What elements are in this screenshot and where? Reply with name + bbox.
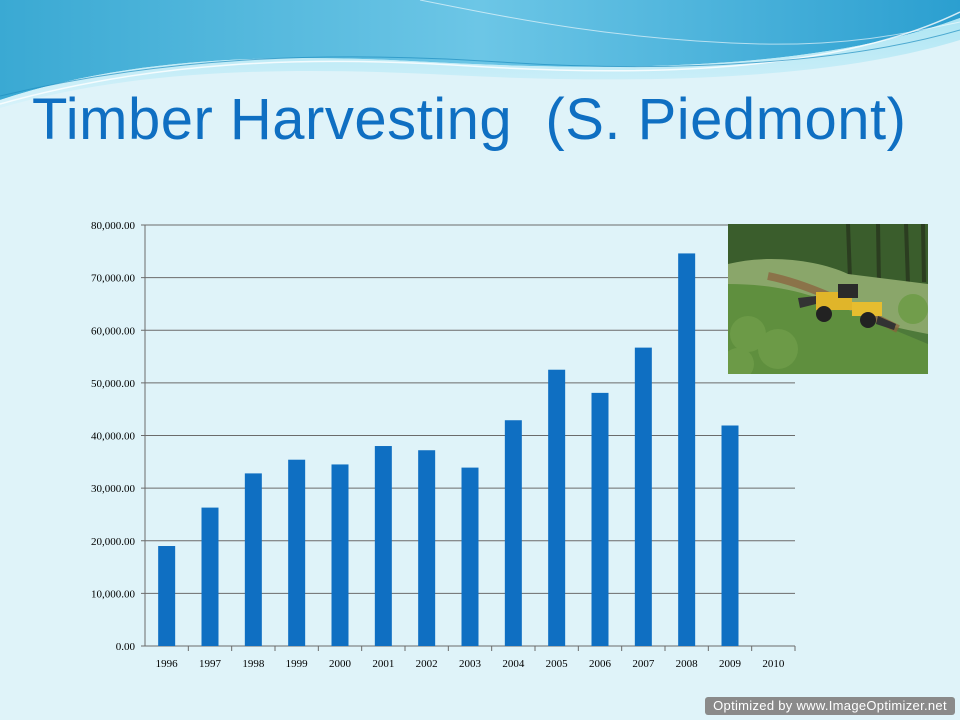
y-tick-label: 20,000.00 — [91, 536, 136, 548]
bar-1996 — [158, 546, 176, 646]
x-tick-label: 2001 — [372, 658, 394, 670]
x-tick-label: 1998 — [242, 658, 265, 670]
x-tick-label: 2002 — [416, 658, 438, 670]
y-tick-label: 40,000.00 — [91, 431, 136, 443]
bar-2003 — [461, 467, 479, 646]
y-tick-label: 50,000.00 — [91, 378, 136, 390]
bar-1997 — [201, 507, 219, 646]
bar-1999 — [288, 459, 306, 646]
x-tick-label: 1996 — [156, 658, 179, 670]
y-tick-label: 70,000.00 — [91, 273, 136, 285]
bar-2000 — [331, 464, 349, 646]
slide-title: Timber Harvesting (S. Piedmont) — [32, 87, 907, 152]
watermark: Optimized by www.ImageOptimizer.net — [705, 697, 955, 715]
y-tick-label: 60,000.00 — [91, 325, 136, 337]
bar-2006 — [591, 392, 609, 646]
x-tick-label: 2007 — [632, 658, 655, 670]
x-tick-label: 2008 — [676, 658, 699, 670]
header-wave-decoration — [0, 0, 960, 110]
bar-2007 — [634, 347, 652, 646]
bar-2008 — [678, 253, 696, 647]
bar-2001 — [374, 446, 392, 646]
bar-2009 — [721, 425, 739, 646]
x-tick-label: 2005 — [546, 658, 569, 670]
x-tick-label: 2006 — [589, 658, 612, 670]
x-tick-label: 1997 — [199, 658, 222, 670]
y-tick-label: 10,000.00 — [91, 588, 136, 600]
x-tick-label: 1999 — [286, 658, 309, 670]
y-tick-label: 30,000.00 — [91, 483, 136, 495]
x-tick-label: 2003 — [459, 658, 482, 670]
bar-2004 — [504, 420, 522, 646]
logging-skidder-photo-icon — [728, 224, 928, 374]
bar-2002 — [418, 450, 436, 646]
x-tick-label: 2004 — [502, 658, 525, 670]
bar-1998 — [244, 473, 262, 646]
x-tick-label: 2009 — [719, 658, 742, 670]
x-tick-label: 2010 — [762, 658, 785, 670]
x-tick-label: 2000 — [329, 658, 352, 670]
y-tick-label: 80,000.00 — [91, 220, 136, 232]
y-tick-label: 0.00 — [116, 641, 136, 653]
bar-2005 — [548, 369, 566, 646]
